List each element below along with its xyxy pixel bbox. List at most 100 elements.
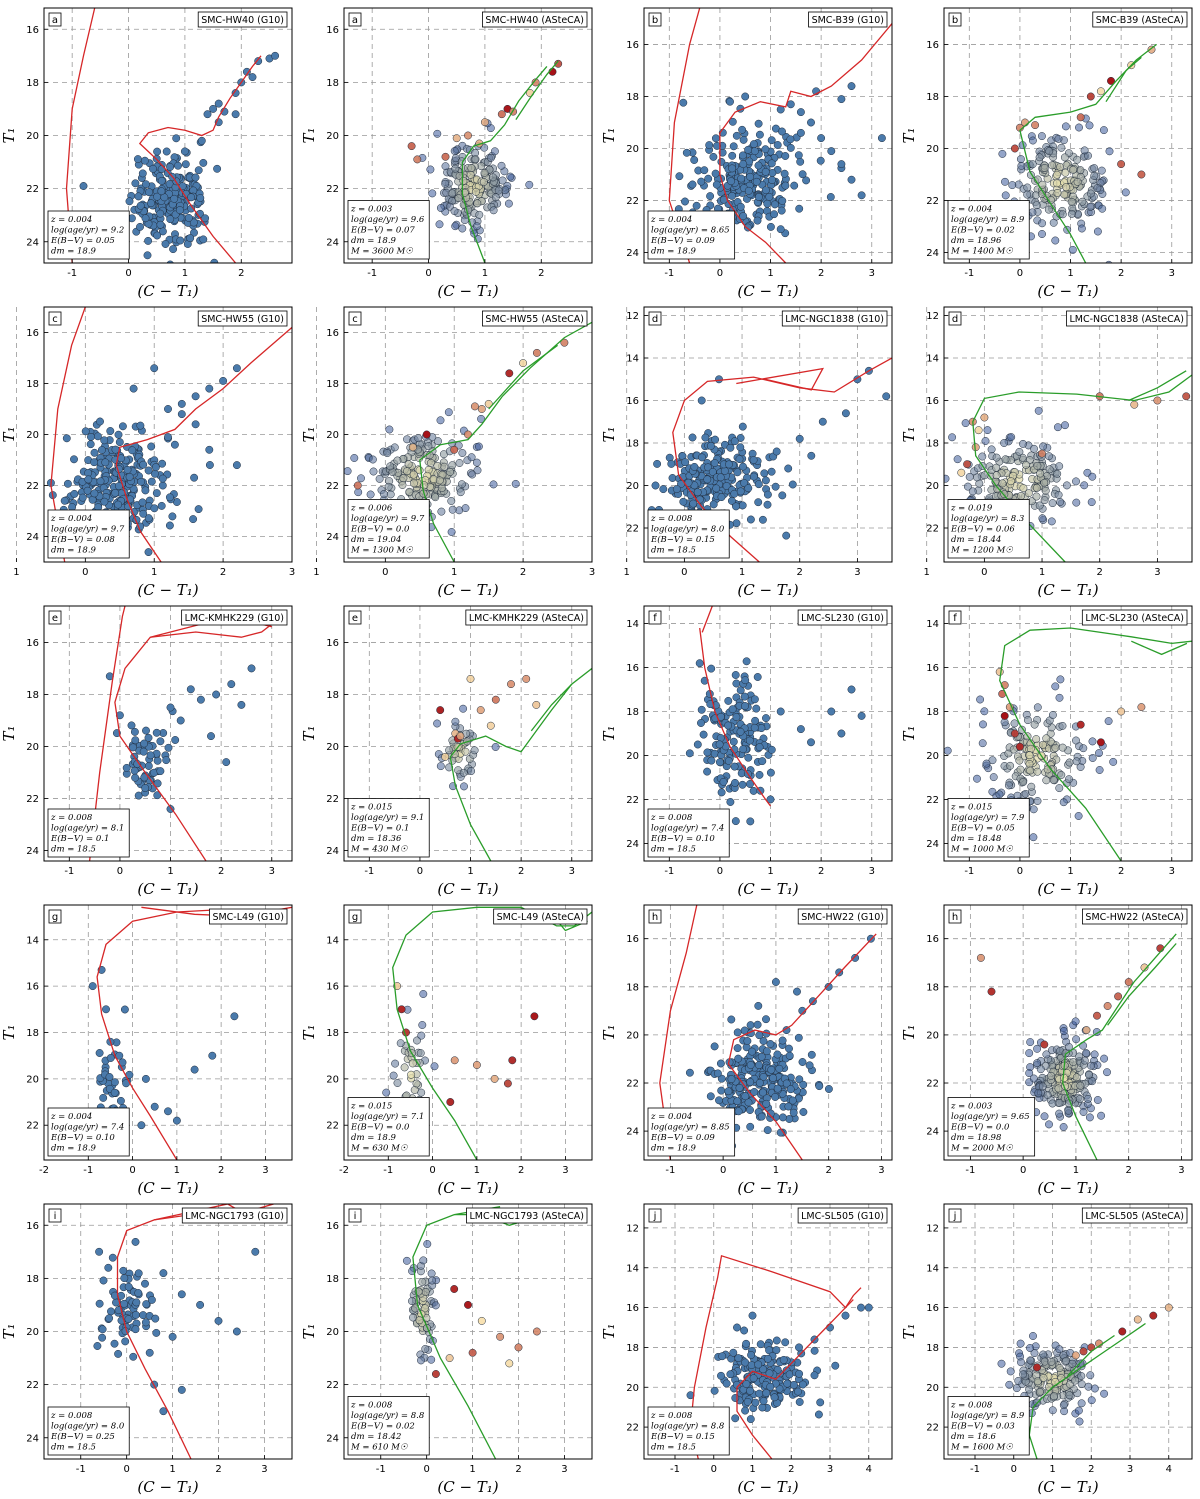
- data-point: [383, 449, 392, 458]
- panel-title: SMC-HW22 (ASteCA): [1085, 912, 1184, 923]
- data-point: [766, 795, 775, 804]
- data-point: [753, 673, 762, 681]
- panel-letter: a: [352, 15, 358, 26]
- y-tick-label: 22: [26, 1380, 39, 1391]
- y-tick-label: 18: [326, 1028, 339, 1039]
- x-tick-label: 0: [417, 866, 423, 877]
- axes-frame: [943, 306, 1193, 563]
- chart-panel-b-asteca: -1 0 1 2 3 16 18 20 22 24 (C − T₁) T₁ b SMC-B39 (ASte…: [900, 0, 1200, 300]
- axes-frame: [343, 605, 593, 862]
- data-point: [734, 1354, 743, 1363]
- data-point: [841, 409, 850, 418]
- data-point: [430, 1062, 439, 1071]
- data-point: [191, 392, 200, 401]
- panel-title-box: [181, 609, 288, 626]
- data-point: [1000, 711, 1009, 720]
- data-point: [99, 1093, 108, 1102]
- data-point: [1069, 1058, 1078, 1067]
- data-point: [480, 118, 489, 127]
- isochrone-line: [114, 615, 283, 861]
- data-point: [81, 427, 90, 436]
- data-point: [1076, 113, 1085, 122]
- data-point: [445, 1354, 454, 1363]
- data-point: [1033, 797, 1042, 805]
- data-point: [494, 186, 503, 195]
- data-point: [729, 142, 738, 151]
- data-point: [472, 1061, 481, 1069]
- y-tick-label: 24: [926, 839, 939, 850]
- x-tick-label: 0: [720, 1165, 726, 1176]
- panel-letter: b: [952, 15, 958, 26]
- y-tick-label: 22: [626, 795, 639, 806]
- y-tick-label: 22: [326, 184, 339, 195]
- data-point: [232, 1327, 241, 1336]
- fit-parameter: dm = 18.9: [651, 1144, 697, 1154]
- data-point: [979, 720, 987, 729]
- data-point: [798, 1058, 807, 1066]
- data-point: [1042, 776, 1051, 785]
- y-tick-label: 18: [326, 379, 339, 390]
- data-point: [851, 953, 860, 962]
- data-point: [1022, 460, 1030, 469]
- fit-parameter: E(B−V) = 0.05: [50, 235, 115, 246]
- data-point: [408, 1059, 417, 1068]
- data-point: [781, 152, 790, 160]
- x-tick-label: 3: [289, 567, 295, 578]
- data-point: [477, 1316, 486, 1325]
- data-point: [755, 1078, 764, 1087]
- y-axis-label: T₁: [300, 1024, 318, 1040]
- data-point: [427, 458, 435, 467]
- data-point: [1056, 498, 1065, 506]
- data-point: [685, 1068, 694, 1077]
- fit-parameters-box: [647, 1107, 736, 1157]
- panel-title: LMC-NGC1793 (ASteCA): [470, 1211, 585, 1222]
- panel-letter-box: [948, 12, 962, 27]
- data-point: [1000, 439, 1009, 447]
- panel-title: SMC-HW55 (G10): [201, 314, 284, 325]
- data-point: [762, 1389, 771, 1397]
- data-point: [1023, 183, 1032, 192]
- data-point: [212, 690, 221, 699]
- data-point: [715, 740, 724, 749]
- panel-title: LMC-SL230 (ASteCA): [1085, 613, 1184, 624]
- x-tick-label: 1: [151, 567, 157, 578]
- data-point: [693, 488, 702, 497]
- fit-parameter: M = 1200 M☉: [950, 546, 1013, 556]
- panel-letter: c: [52, 314, 58, 325]
- panel-title-box: [482, 310, 588, 327]
- data-point: [816, 1398, 825, 1407]
- data-point: [766, 1382, 775, 1391]
- x-tick-label: 2: [518, 866, 524, 877]
- y-axis-label: T₁: [0, 725, 18, 741]
- x-tick-label: 2: [1125, 1165, 1131, 1176]
- data-point: [1098, 204, 1107, 213]
- panel-letter: g: [352, 912, 358, 923]
- x-tick-label: -1: [665, 1165, 675, 1176]
- x-tick-label: 1: [313, 567, 319, 578]
- data-point: [90, 458, 99, 467]
- data-point: [690, 462, 699, 471]
- data-point: [391, 1059, 400, 1068]
- data-point: [232, 364, 241, 373]
- y-tick-label: 22: [326, 1380, 339, 1391]
- data-point: [1104, 717, 1113, 726]
- y-axis-label: T₁: [300, 725, 318, 741]
- data-point: [760, 469, 769, 478]
- data-point: [1038, 1082, 1047, 1091]
- y-axis-label: T₁: [0, 426, 18, 442]
- data-point: [773, 1050, 782, 1059]
- plot-area: [976, 933, 1177, 1160]
- data-point: [1085, 121, 1094, 130]
- panel-title-box: [797, 1207, 888, 1224]
- data-point: [753, 216, 762, 225]
- data-point: [1093, 227, 1102, 236]
- y-tick-label: 16: [326, 25, 339, 36]
- data-point: [758, 1088, 767, 1097]
- data-point: [384, 482, 393, 491]
- x-tick-label: -1: [64, 866, 74, 877]
- data-point: [732, 679, 741, 688]
- fit-parameter: log(age/yr) = 8.3: [951, 513, 1024, 524]
